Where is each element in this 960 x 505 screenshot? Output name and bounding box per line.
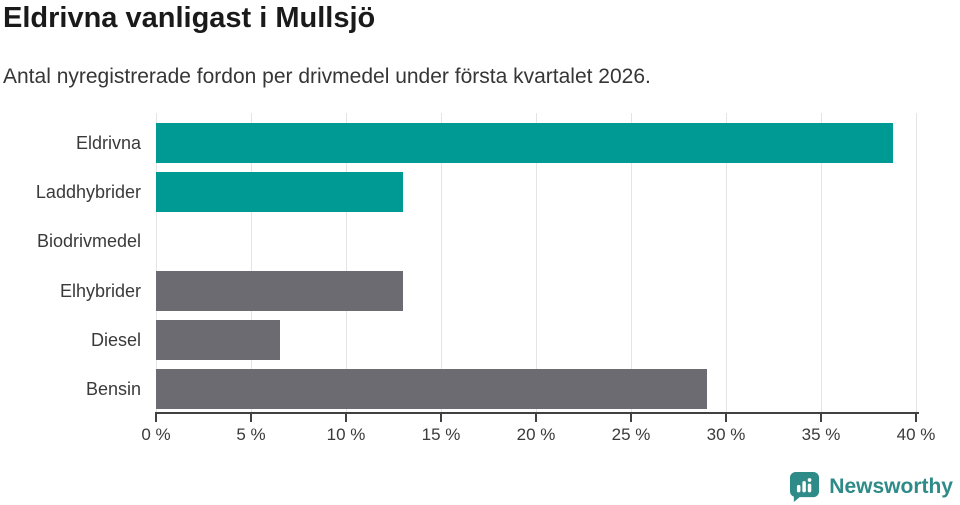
gridline bbox=[441, 113, 442, 413]
newsworthy-logo-text: Newsworthy bbox=[829, 474, 953, 498]
x-tick-label: 25 % bbox=[611, 425, 651, 444]
gridline bbox=[916, 113, 917, 413]
x-tick-label: 15 % bbox=[421, 425, 461, 444]
x-tick-label: 35 % bbox=[801, 425, 841, 444]
gridline bbox=[726, 113, 727, 413]
category-label: Bensin bbox=[85, 378, 141, 399]
x-axis-tick bbox=[630, 414, 632, 422]
x-axis-line bbox=[155, 412, 919, 414]
bar-elhybrider bbox=[156, 271, 403, 311]
bar-eldrivna bbox=[156, 123, 894, 163]
page-title: Eldrivna vanligast i Mullsjö bbox=[3, 2, 376, 34]
gridline bbox=[821, 113, 822, 413]
x-axis-tick bbox=[725, 414, 727, 422]
category-label: Diesel bbox=[90, 329, 141, 350]
x-axis-tick bbox=[155, 414, 157, 422]
category-label: Elhybrider bbox=[59, 280, 141, 301]
gridline bbox=[346, 113, 347, 413]
x-tick-label: 0 % bbox=[141, 425, 171, 444]
x-axis-tick bbox=[440, 414, 442, 422]
x-tick-label: 20 % bbox=[516, 425, 556, 444]
x-axis-tick bbox=[820, 414, 822, 422]
gridline bbox=[156, 113, 157, 413]
x-axis-tick bbox=[915, 414, 917, 422]
bar-bensin bbox=[156, 369, 707, 409]
x-axis-tick bbox=[535, 414, 537, 422]
x-tick-label: 10 % bbox=[326, 425, 366, 444]
category-label: Biodrivmedel bbox=[36, 230, 141, 251]
gridline bbox=[251, 113, 252, 413]
category-label: Laddhybrider bbox=[35, 181, 141, 202]
x-tick-label: 5 % bbox=[236, 425, 266, 444]
category-label: Eldrivna bbox=[75, 132, 141, 153]
x-axis-tick bbox=[345, 414, 347, 422]
bar-chart-speech-bubble-icon bbox=[789, 471, 820, 502]
bar-laddhybrider bbox=[156, 172, 403, 212]
chart-subtitle: Antal nyregistrerade fordon per drivmede… bbox=[3, 65, 651, 88]
newsworthy-logo: Newsworthy bbox=[789, 470, 953, 503]
x-axis-tick bbox=[250, 414, 252, 422]
bar-diesel bbox=[156, 320, 280, 360]
gridline bbox=[536, 113, 537, 413]
x-tick-label: 40 % bbox=[896, 425, 936, 444]
gridline bbox=[631, 113, 632, 413]
x-tick-label: 30 % bbox=[706, 425, 746, 444]
